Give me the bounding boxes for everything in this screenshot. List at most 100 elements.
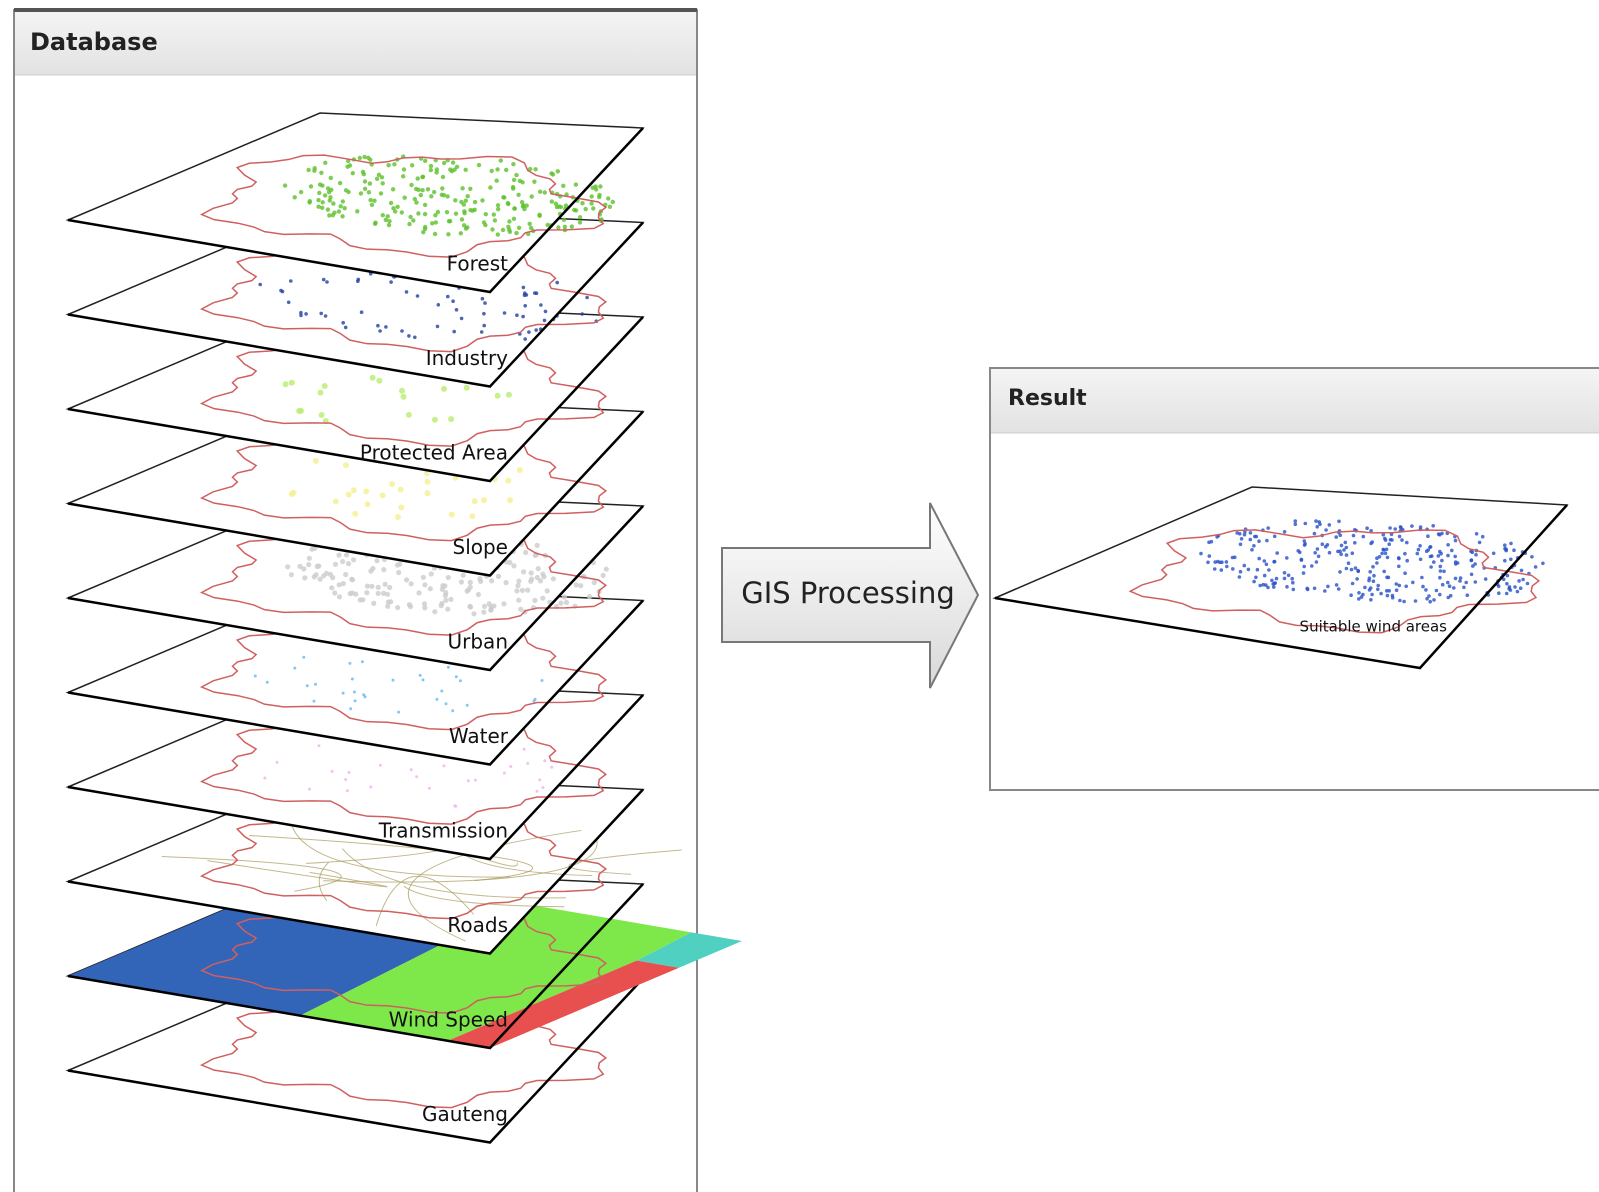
layer-label: Forest — [447, 252, 509, 276]
feature — [323, 161, 327, 165]
feature — [1275, 551, 1279, 555]
diagram: Database GautengWind SpeedRoadsTransmiss… — [0, 0, 1599, 1192]
feature — [416, 211, 420, 215]
feature — [283, 381, 289, 387]
feature — [422, 582, 427, 587]
feature — [420, 188, 424, 192]
feature — [331, 770, 334, 773]
feature — [1257, 557, 1261, 561]
feature — [379, 191, 383, 195]
feature — [466, 704, 469, 707]
feature — [1446, 554, 1450, 558]
feature — [481, 610, 486, 615]
feature — [1220, 568, 1224, 572]
feature — [562, 594, 567, 599]
feature — [517, 467, 523, 473]
feature — [488, 185, 492, 189]
feature — [428, 586, 433, 591]
feature — [504, 168, 508, 172]
feature — [1368, 570, 1372, 574]
feature — [1376, 588, 1380, 592]
feature — [326, 186, 330, 190]
feature — [383, 582, 388, 587]
feature — [1439, 569, 1443, 573]
feature — [419, 674, 422, 677]
feature — [344, 778, 347, 781]
layer-label: Roads — [447, 913, 508, 937]
feature — [1402, 600, 1406, 604]
feature — [1356, 569, 1360, 573]
feature — [381, 567, 386, 572]
feature — [346, 789, 349, 792]
feature — [454, 805, 457, 808]
feature — [363, 488, 369, 494]
feature — [538, 578, 543, 583]
feature — [1400, 538, 1404, 542]
feature — [556, 169, 560, 173]
feature — [1254, 576, 1258, 580]
feature — [520, 588, 525, 593]
feature — [399, 388, 405, 394]
feature — [1470, 558, 1474, 562]
feature — [1334, 535, 1338, 539]
feature — [429, 571, 434, 576]
feature — [1369, 598, 1373, 602]
feature — [266, 681, 269, 684]
feature — [523, 304, 527, 308]
feature — [363, 187, 367, 191]
feature — [1265, 563, 1269, 567]
feature — [536, 790, 539, 793]
feature — [608, 205, 612, 209]
feature — [348, 591, 353, 596]
feature — [1437, 554, 1441, 558]
feature — [464, 199, 468, 203]
feature — [514, 588, 519, 593]
feature — [493, 218, 497, 222]
feature — [481, 497, 487, 503]
feature — [432, 190, 436, 194]
feature — [1508, 585, 1512, 589]
feature — [355, 209, 359, 213]
feature — [317, 191, 321, 195]
feature — [1313, 587, 1317, 591]
feature — [1265, 539, 1269, 543]
feature — [419, 193, 423, 197]
feature — [1345, 567, 1349, 571]
feature — [1313, 532, 1317, 536]
feature — [329, 176, 333, 180]
feature — [416, 176, 420, 180]
feature — [515, 583, 520, 588]
feature — [409, 581, 414, 586]
feature — [461, 573, 466, 578]
feature — [1294, 519, 1298, 523]
feature — [435, 698, 438, 701]
feature — [370, 566, 375, 571]
feature — [1390, 538, 1394, 542]
feature — [308, 788, 311, 791]
feature — [313, 458, 319, 464]
feature — [1326, 585, 1330, 589]
feature — [451, 299, 455, 303]
feature — [1355, 577, 1359, 581]
feature — [513, 206, 517, 210]
feature — [1452, 586, 1456, 590]
feature — [528, 222, 532, 226]
feature — [1405, 541, 1409, 545]
feature — [308, 199, 312, 203]
feature — [1453, 555, 1457, 559]
feature — [1458, 579, 1462, 583]
feature — [507, 227, 511, 231]
feature — [380, 175, 384, 179]
feature — [1243, 533, 1247, 537]
feature — [386, 163, 390, 167]
feature — [323, 193, 327, 197]
feature — [316, 563, 321, 568]
feature — [1454, 562, 1458, 566]
layer-label: Transmission — [378, 819, 508, 843]
feature — [447, 666, 450, 669]
feature — [1475, 532, 1479, 536]
feature — [506, 202, 510, 206]
feature — [1399, 525, 1403, 529]
feature — [514, 231, 518, 235]
feature — [468, 580, 473, 585]
